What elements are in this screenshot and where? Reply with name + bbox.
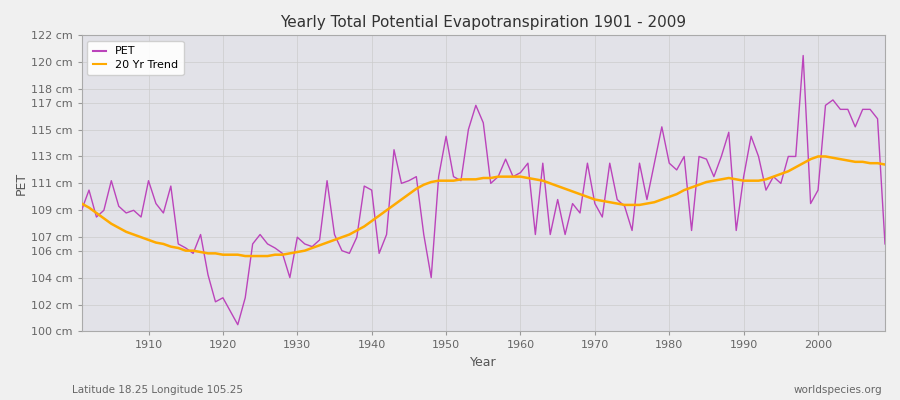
20 Yr Trend <box>351 228 362 233</box>
20 Yr Trend <box>612 201 623 206</box>
Line: 20 Yr Trend: 20 Yr Trend <box>82 156 885 256</box>
20 Yr Trend <box>307 246 318 250</box>
Line: PET: PET <box>82 56 885 325</box>
PET <box>797 53 808 58</box>
X-axis label: Year: Year <box>470 356 497 369</box>
PET <box>307 244 318 249</box>
20 Yr Trend <box>523 176 534 180</box>
20 Yr Trend <box>136 235 147 240</box>
PET <box>351 235 362 240</box>
Legend: PET, 20 Yr Trend: PET, 20 Yr Trend <box>87 41 184 75</box>
PET <box>879 242 890 246</box>
PET <box>76 208 87 213</box>
PET <box>232 322 243 327</box>
20 Yr Trend <box>515 174 526 179</box>
20 Yr Trend <box>76 201 87 206</box>
Text: worldspecies.org: worldspecies.org <box>794 385 882 395</box>
PET <box>515 170 526 175</box>
PET <box>523 161 534 166</box>
Y-axis label: PET: PET <box>15 172 28 195</box>
PET <box>136 215 147 220</box>
20 Yr Trend <box>813 154 824 159</box>
Title: Yearly Total Potential Evapotranspiration 1901 - 2009: Yearly Total Potential Evapotranspiratio… <box>280 15 687 30</box>
20 Yr Trend <box>239 254 250 258</box>
20 Yr Trend <box>879 162 890 167</box>
Text: Latitude 18.25 Longitude 105.25: Latitude 18.25 Longitude 105.25 <box>72 385 243 395</box>
PET <box>612 197 623 202</box>
